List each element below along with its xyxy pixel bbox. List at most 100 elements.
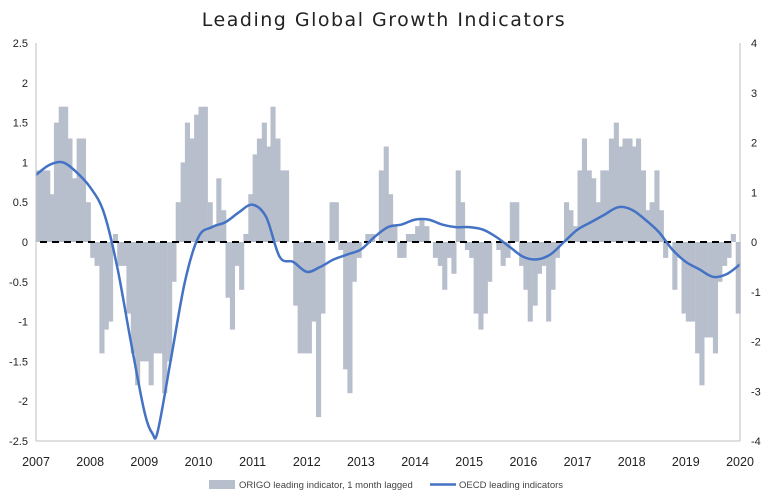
origo-bar xyxy=(117,242,123,266)
origo-bar xyxy=(189,138,195,242)
origo-bar xyxy=(365,234,371,242)
origo-bar xyxy=(194,114,200,242)
origo-bar xyxy=(148,242,154,386)
origo-bar xyxy=(392,226,398,242)
origo-bar xyxy=(311,242,317,322)
legend-swatch-origo xyxy=(209,480,235,489)
x-tick-label: 2010 xyxy=(185,455,213,469)
origo-bar xyxy=(401,242,407,258)
origo-bar xyxy=(437,242,443,266)
origo-bar xyxy=(577,170,583,242)
right-y-tick-label: -3 xyxy=(751,386,761,398)
left-y-tick-label: -0.5 xyxy=(9,277,28,289)
origo-bar xyxy=(316,242,322,418)
origo-bar xyxy=(144,242,150,362)
origo-bar xyxy=(649,202,655,242)
origo-bar xyxy=(320,242,326,314)
origo-bar xyxy=(645,210,651,242)
origo-bar xyxy=(275,138,281,242)
right-y-tick-label: 4 xyxy=(751,38,757,50)
origo-bar xyxy=(730,234,736,242)
origo-bar xyxy=(252,154,258,242)
origo-bar xyxy=(695,242,701,354)
origo-bar xyxy=(248,194,254,242)
origo-bar xyxy=(180,162,186,242)
oecd-line-series xyxy=(35,160,741,440)
origo-bar xyxy=(608,138,615,242)
origo-bar xyxy=(207,202,213,242)
origo-bar xyxy=(333,202,339,242)
origo-bar xyxy=(672,242,678,290)
origo-bar xyxy=(126,242,132,314)
left-y-tick-label: 2.5 xyxy=(13,38,28,50)
origo-bar xyxy=(568,210,574,242)
origo-bar xyxy=(239,242,245,290)
left-y-tick-label: -2 xyxy=(18,396,28,408)
origo-bar xyxy=(279,170,285,242)
origo-bar xyxy=(90,242,96,258)
origo-bar xyxy=(135,242,141,386)
origo-bar xyxy=(202,106,208,242)
origo-bar xyxy=(284,170,290,242)
origo-bar xyxy=(473,242,479,314)
origo-bar xyxy=(85,202,91,242)
origo-bar xyxy=(388,194,394,242)
origo-bar xyxy=(496,242,502,250)
origo-bar xyxy=(708,242,714,338)
origo-bar xyxy=(676,242,682,258)
origo-bar xyxy=(500,242,506,266)
right-y-tick-label: 2 xyxy=(751,138,757,150)
origo-bar xyxy=(80,138,87,242)
origo-bar xyxy=(432,242,439,258)
origo-bar xyxy=(261,122,267,242)
origo-bar xyxy=(573,226,579,242)
origo-bar xyxy=(509,202,515,242)
origo-bar xyxy=(221,210,227,242)
origo-bar xyxy=(58,106,64,242)
origo-bar xyxy=(234,242,240,266)
origo-bar xyxy=(266,146,272,242)
origo-bar xyxy=(464,242,471,250)
origo-bar xyxy=(442,242,448,290)
left-y-axis-ticks: 2.5 2 1.5 1 0.5 0 -0.5 -1 -1.5 -2 -2.5 xyxy=(9,38,28,448)
x-tick-label: 2013 xyxy=(347,455,375,469)
right-y-tick-label: -4 xyxy=(751,436,761,448)
origo-bar xyxy=(622,138,628,242)
origo-bar xyxy=(297,242,303,354)
x-tick-label: 2014 xyxy=(401,455,429,469)
origo-bar xyxy=(654,170,660,242)
origo-bar xyxy=(519,242,525,266)
origo-bar xyxy=(112,234,119,242)
origo-bar xyxy=(478,242,484,330)
origo-bar xyxy=(302,242,308,354)
origo-bar xyxy=(685,242,691,322)
origo-bar xyxy=(383,146,389,242)
origo-bar xyxy=(378,170,384,242)
origo-bar xyxy=(45,170,51,242)
x-tick-label: 2020 xyxy=(726,455,754,469)
origo-bar xyxy=(167,242,173,362)
origo-bar xyxy=(121,242,127,266)
x-axis-ticks: 2007 2008 2009 2010 2011 2012 2013 2014 2015 2016… xyxy=(22,455,754,469)
origo-bar xyxy=(157,242,163,354)
origo-bar xyxy=(198,106,204,242)
origo-bar xyxy=(229,242,236,330)
origo-bar xyxy=(726,242,732,258)
origo-bar xyxy=(162,242,168,394)
origo-bar xyxy=(735,242,741,314)
origo-bar xyxy=(108,242,114,322)
x-tick-label: 2017 xyxy=(564,455,592,469)
right-y-tick-label: 3 xyxy=(751,88,757,100)
x-tick-label: 2018 xyxy=(618,455,646,469)
origo-bar xyxy=(455,170,461,242)
origo-bar xyxy=(541,242,547,266)
origo-bar xyxy=(130,242,136,354)
origo-bar xyxy=(419,218,425,242)
origo-bar xyxy=(469,242,475,258)
origo-bar xyxy=(636,138,642,242)
left-y-tick-label: -1.5 xyxy=(9,356,28,368)
left-y-tick-label: 2 xyxy=(22,78,28,90)
origo-bar xyxy=(564,202,570,242)
right-y-tick-label: -2 xyxy=(751,337,761,349)
origo-bar xyxy=(722,242,728,266)
